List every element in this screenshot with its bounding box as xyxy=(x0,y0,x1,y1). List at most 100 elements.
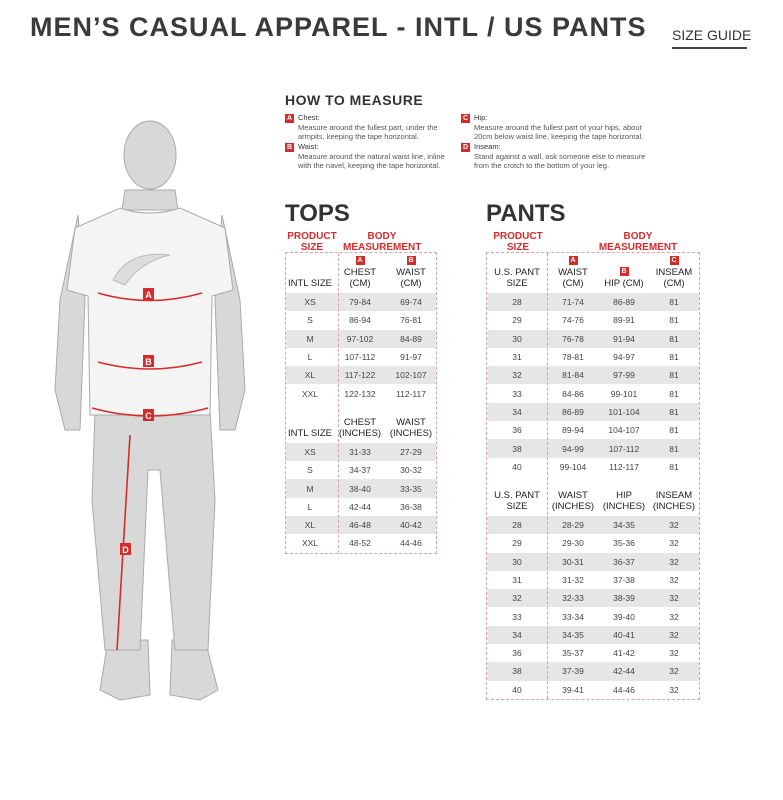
table-row: 31 78-81 94-97 81 xyxy=(487,348,699,366)
table-row: 36 89-94 104-107 81 xyxy=(487,421,699,439)
table-cell: 39-40 xyxy=(613,611,635,622)
column-header: INTL SIZE xyxy=(286,428,334,439)
table-cell: M xyxy=(306,333,314,344)
tops-inches-header: INTL SIZE CHEST (INCHES) WAIST (INCHES) xyxy=(286,403,436,443)
table-cell: 33 xyxy=(512,611,522,622)
pants-inches-header: U.S. PANT SIZE WAIST (INCHES) HIP (INCHES)… xyxy=(487,476,699,516)
table-cell: 32 xyxy=(669,538,679,549)
table-cell: 101-104 xyxy=(608,406,640,417)
table-row: 40 39-41 44-46 32 xyxy=(487,681,699,699)
table-row: S 86-94 76-81 xyxy=(286,311,436,329)
table-row: L 42-44 36-38 xyxy=(286,498,436,516)
table-cell: 122-132 xyxy=(344,388,376,399)
table-cell: 30 xyxy=(512,556,522,567)
table-cell: 91-97 xyxy=(400,352,422,363)
table-cell: 69-74 xyxy=(400,297,422,308)
measure-column-right: C Hip: Measure around the fullest part of… xyxy=(461,113,661,170)
table-cell: 34 xyxy=(512,629,522,640)
column-header: HIP (INCHES) xyxy=(599,490,649,512)
table-row: 33 33-34 39-40 32 xyxy=(487,607,699,625)
table-row: M 38-40 33-35 xyxy=(286,479,436,498)
table-cell: 33-34 xyxy=(562,611,584,622)
table-cell: 31-32 xyxy=(562,575,584,585)
table-cell: 107-112 xyxy=(608,443,640,454)
table-cell: XS xyxy=(304,446,316,457)
table-cell: 29 xyxy=(512,538,522,549)
table-cell: 81 xyxy=(669,315,679,326)
table-cell: L xyxy=(307,352,313,363)
table-cell: 34-35 xyxy=(562,629,584,640)
table-cell: 48-52 xyxy=(349,538,371,549)
table-cell: 33 xyxy=(512,388,522,399)
table-cell: 35-37 xyxy=(562,648,584,659)
table-cell: 31 xyxy=(512,352,522,363)
table-row: 30 76-78 91-94 81 xyxy=(487,329,699,348)
table-cell: 86-89 xyxy=(613,297,635,308)
table-cell: 102-107 xyxy=(395,370,427,381)
pants-product-size-label: PRODUCT SIZE xyxy=(493,231,543,253)
table-cell: 32 xyxy=(669,520,679,531)
how-to-measure-title: HOW TO MEASURE xyxy=(285,92,424,108)
table-row: 34 34-35 40-41 32 xyxy=(487,625,699,645)
table-cell: 78-81 xyxy=(562,352,584,363)
table-cell: 41-42 xyxy=(613,648,635,659)
marker-c-icon: C xyxy=(461,114,470,123)
marker-c-figure-icon xyxy=(143,409,154,421)
table-cell: 89-94 xyxy=(562,425,584,436)
table-cell: 40-42 xyxy=(400,520,422,531)
table-cell: 112-117 xyxy=(396,388,426,399)
tops-product-size-label: PRODUCT SIZE xyxy=(287,231,337,253)
table-row: 36 35-37 41-42 32 xyxy=(487,644,699,662)
table-cell: 117-122 xyxy=(344,370,376,381)
table-cell: 74-76 xyxy=(562,315,584,326)
table-cell: 27-29 xyxy=(400,446,422,457)
table-row: XS 79-84 69-74 xyxy=(286,293,436,312)
column-header: INSEAM (INCHES) xyxy=(649,490,699,512)
table-cell: 81 xyxy=(669,297,679,308)
column-header: WAIST (INCHES) xyxy=(547,490,599,512)
table-cell: XXL xyxy=(301,538,319,549)
table-row: 38 37-39 42-44 32 xyxy=(487,662,699,681)
table-cell: 37-39 xyxy=(562,666,584,677)
table-cell: 99-101 xyxy=(610,388,638,399)
table-row: 28 71-74 86-89 81 xyxy=(487,293,699,312)
table-cell: 32 xyxy=(669,684,679,695)
column-header-label: HIP (CM) xyxy=(604,278,644,289)
pants-title: PANTS xyxy=(486,200,566,227)
table-cell: 32 xyxy=(669,575,679,585)
table-cell: 34 xyxy=(512,406,522,417)
size-guide-label: SIZE GUIDE xyxy=(672,27,751,49)
marker-a-icon: A xyxy=(568,256,578,265)
model-figure: A B C D xyxy=(54,120,246,701)
column-header-label: CHEST (CM) xyxy=(343,267,377,289)
table-cell: 40-41 xyxy=(613,629,635,640)
table-cell: 40 xyxy=(512,461,522,472)
column-header: B HIP (CM) xyxy=(599,267,649,289)
column-header-label: U.S. PANT SIZE xyxy=(494,267,540,289)
table-cell: 31-33 xyxy=(349,446,371,457)
column-header: U.S. PANT SIZE xyxy=(487,267,547,289)
table-cell: 84-89 xyxy=(400,333,422,344)
table-cell: 81-84 xyxy=(562,370,584,381)
table-cell: 81 xyxy=(669,388,679,399)
table-cell: 32 xyxy=(669,648,679,659)
table-cell: 97-102 xyxy=(346,333,374,344)
table-cell: 36 xyxy=(512,425,522,436)
table-cell: 99-104 xyxy=(559,461,587,472)
marker-d-icon: D xyxy=(461,143,470,152)
table-row: 29 74-76 89-91 81 xyxy=(487,311,699,329)
table-cell: 30 xyxy=(512,333,522,344)
table-cell: M xyxy=(306,483,314,494)
table-cell: 36 xyxy=(512,648,522,659)
column-header-label: WAIST (CM) xyxy=(396,267,426,289)
table-row: L 107-112 91-97 xyxy=(286,348,436,366)
table-cell: 37-38 xyxy=(613,575,635,585)
column-header-label: WAIST (INCHES) xyxy=(551,489,595,512)
table-cell: 86-89 xyxy=(562,406,584,417)
tops-table: INTL SIZE A CHEST (CM) B WAIST (CM) XS 79-84 69… xyxy=(285,252,437,554)
marker-c-icon: C xyxy=(669,256,679,265)
column-header: INTL SIZE xyxy=(286,278,334,289)
column-header-label: HIP (INCHES) xyxy=(602,489,646,512)
column-header-label: WAIST (CM) xyxy=(558,267,588,289)
svg-text:A: A xyxy=(145,290,152,300)
